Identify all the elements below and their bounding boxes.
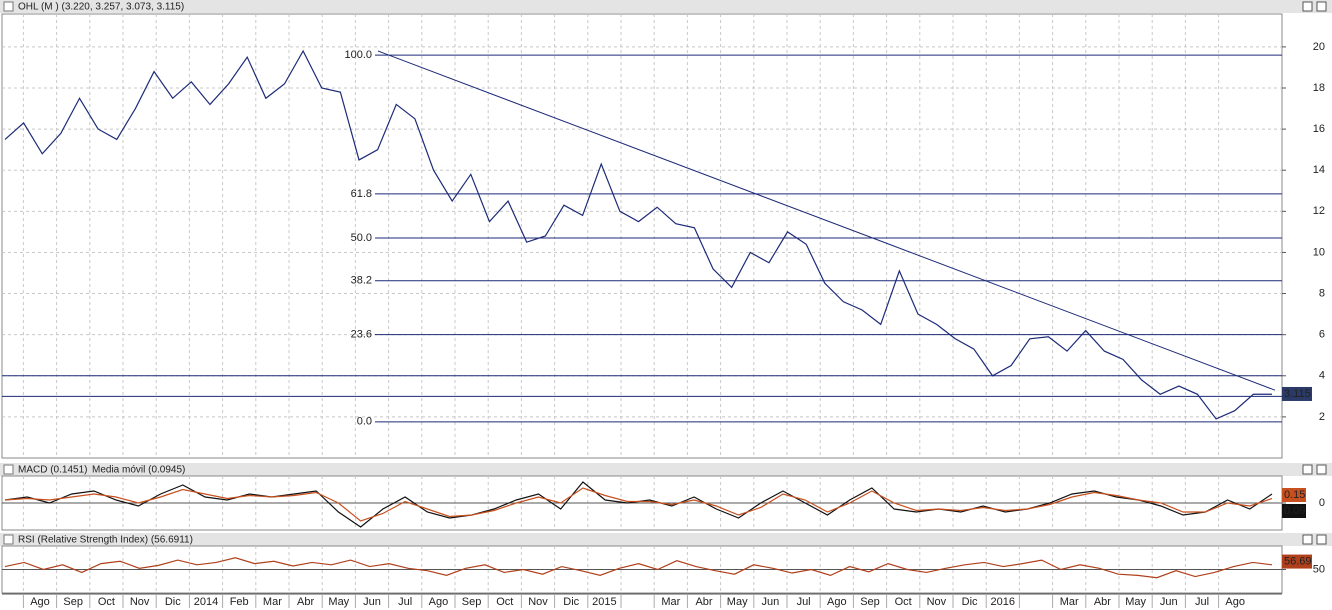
close-button[interactable] (1316, 464, 1327, 475)
x-tick-label: Jul (1195, 596, 1209, 608)
x-tick-label: Mar (1060, 596, 1079, 608)
y-tick-label: 16 (1313, 123, 1325, 135)
last-value-box (1282, 488, 1306, 502)
last-value-box (1282, 386, 1312, 401)
panel-icon (3, 534, 14, 545)
x-tick-label: 2015 (592, 596, 616, 608)
x-tick-label: Nov (528, 596, 548, 608)
x-tick-label: Mar (263, 596, 282, 608)
last-value-box (1282, 504, 1306, 518)
close-button[interactable] (1316, 534, 1327, 545)
y-tick-label: 50 (1313, 563, 1325, 575)
price-line (4, 487, 1273, 522)
fib-label: 38.2 (351, 275, 372, 287)
maximize-button[interactable] (1302, 464, 1313, 475)
last-value-box (1282, 554, 1312, 569)
price-line (4, 49, 1272, 420)
y-tick-label: 14 (1313, 164, 1325, 176)
x-tick-label: Jul (398, 596, 412, 608)
x-tick-label: Abr (695, 596, 712, 608)
x-tick-label: Dic (962, 596, 978, 608)
header-bar (0, 463, 1332, 476)
last-value-label: 0.09 (1284, 505, 1305, 517)
y-tick-label: 2 (1319, 411, 1325, 423)
chart-title: OHL (M ) (3.220, 3.257, 3.073, 3.115) (18, 2, 184, 13)
price-line (4, 557, 1273, 579)
x-tick-label: 2016 (991, 596, 1015, 608)
y-tick-label: 6 (1319, 329, 1325, 341)
x-tick-label: Oct (98, 596, 115, 608)
last-value-label: 56.69 (1284, 555, 1312, 567)
x-tick-label: Oct (895, 596, 912, 608)
x-tick-label: May (328, 596, 349, 608)
x-tick-label: May (727, 596, 748, 608)
panel-icon (3, 1, 14, 12)
fib-label: 23.6 (351, 329, 372, 341)
x-tick-label: Sep (63, 596, 83, 608)
fib-label: 50.0 (351, 232, 372, 244)
y-tick-label: 20 (1313, 41, 1325, 53)
chart-title: RSI (Relative Strength Index) (56.6911) (18, 535, 193, 546)
x-tick-label: May (1125, 596, 1146, 608)
plot-area (1, 13, 1283, 459)
y-tick-label: 18 (1313, 82, 1325, 94)
x-tick-label: Ago (1225, 596, 1245, 608)
x-tick-label: Dic (563, 596, 579, 608)
x-tick-label: Nov (130, 596, 150, 608)
x-tick-label: Ago (827, 596, 847, 608)
x-tick-label: Abr (297, 596, 314, 608)
y-tick-label: 10 (1313, 246, 1325, 258)
close-button[interactable] (1316, 1, 1327, 12)
header-bar (0, 533, 1332, 546)
x-tick-label: Feb (230, 596, 249, 608)
maximize-button[interactable] (1302, 534, 1313, 545)
x-tick-label: Jun (363, 596, 381, 608)
x-tick-label: Ago (429, 596, 449, 608)
x-tick-label: Oct (496, 596, 513, 608)
header-bar (0, 0, 1332, 13)
x-tick-label: Sep (860, 596, 880, 608)
fib-label: 61.8 (351, 188, 372, 200)
x-tick-label: Ago (30, 596, 50, 608)
chart-subtitle: Media móvil (0.0945) (92, 465, 185, 476)
maximize-button[interactable] (1302, 1, 1313, 12)
y-tick-label: 12 (1313, 205, 1325, 217)
trendline (377, 50, 1276, 391)
last-value-label: 3.115 (1284, 388, 1311, 400)
x-tick-label: Sep (462, 596, 482, 608)
x-tick-label: Jul (797, 596, 811, 608)
x-tick-label: Mar (661, 596, 680, 608)
panel-icon (3, 464, 14, 475)
chart-title: MACD (0.1451) (18, 465, 87, 476)
last-value-label: 0.15 (1284, 489, 1305, 501)
fib-label: 0.0 (357, 416, 372, 428)
fib-label: 100.0 (344, 49, 372, 61)
y-tick-label: 0 (1319, 497, 1325, 509)
x-tick-label: Dic (165, 596, 181, 608)
y-tick-label: 8 (1319, 287, 1325, 299)
y-tick-label: 4 (1319, 370, 1325, 382)
x-tick-label: Jun (1160, 596, 1178, 608)
x-tick-label: Nov (927, 596, 947, 608)
x-tick-label: 2014 (194, 596, 218, 608)
x-tick-label: Abr (1094, 596, 1111, 608)
x-tick-label: Jun (762, 596, 780, 608)
